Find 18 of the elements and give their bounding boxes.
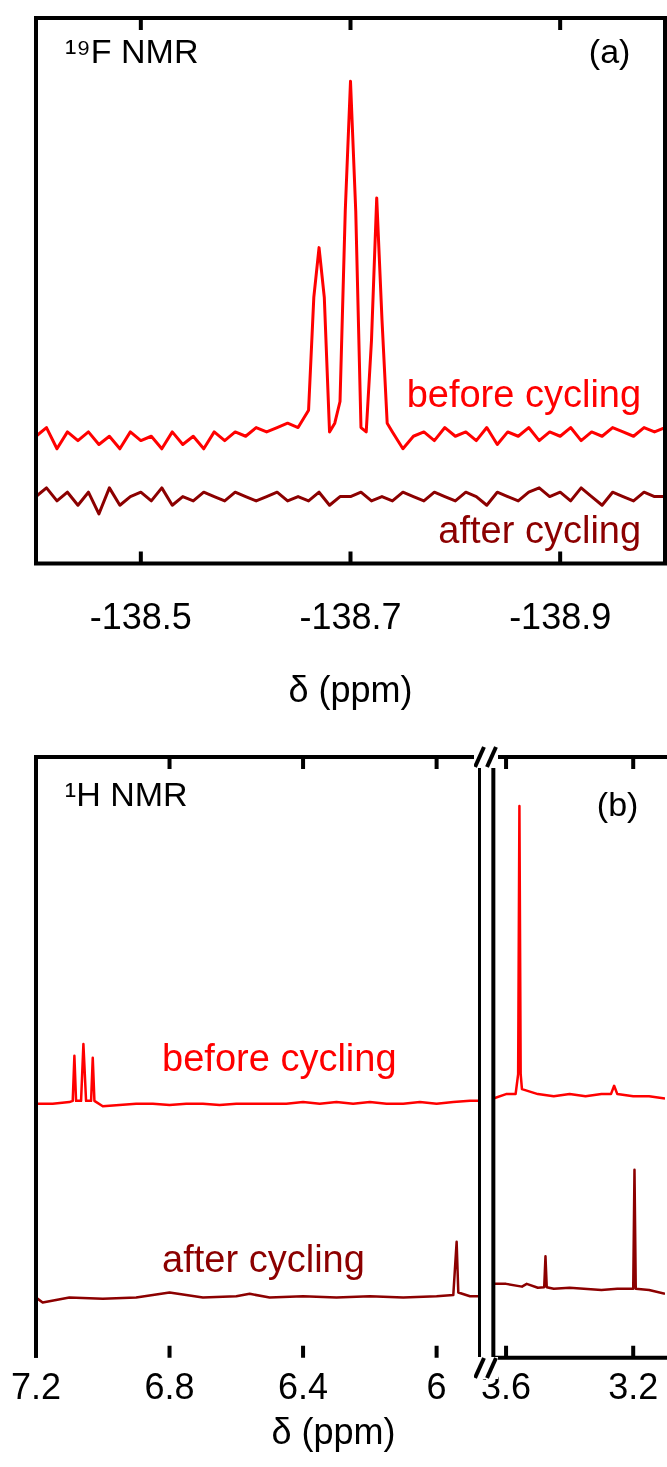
- series-label: after cycling: [438, 509, 642, 552]
- x-axis-title: δ (ppm): [288, 669, 413, 711]
- x-tick-label: 6.8: [144, 1366, 195, 1408]
- x-tick-label: -138.9: [509, 596, 612, 638]
- series-label: before cycling: [162, 1037, 397, 1080]
- x-tick-label: -138.7: [299, 596, 402, 638]
- x-tick-label: 6: [426, 1366, 447, 1408]
- annotation: (b): [596, 784, 639, 823]
- text: (a): [588, 32, 631, 71]
- x-tick-label: -138.5: [89, 596, 192, 638]
- series-label: before cycling: [406, 372, 642, 415]
- text: ¹⁹F NMR: [64, 32, 199, 71]
- x-tick-label: 3.2: [608, 1366, 659, 1408]
- x-axis-title: δ (ppm): [270, 1410, 397, 1454]
- x-tick-label: 6.4: [278, 1366, 329, 1408]
- x-tick-label: 7.2: [10, 1366, 62, 1408]
- text: ¹H NMR: [64, 775, 188, 814]
- series-label: after cycling: [162, 1238, 365, 1281]
